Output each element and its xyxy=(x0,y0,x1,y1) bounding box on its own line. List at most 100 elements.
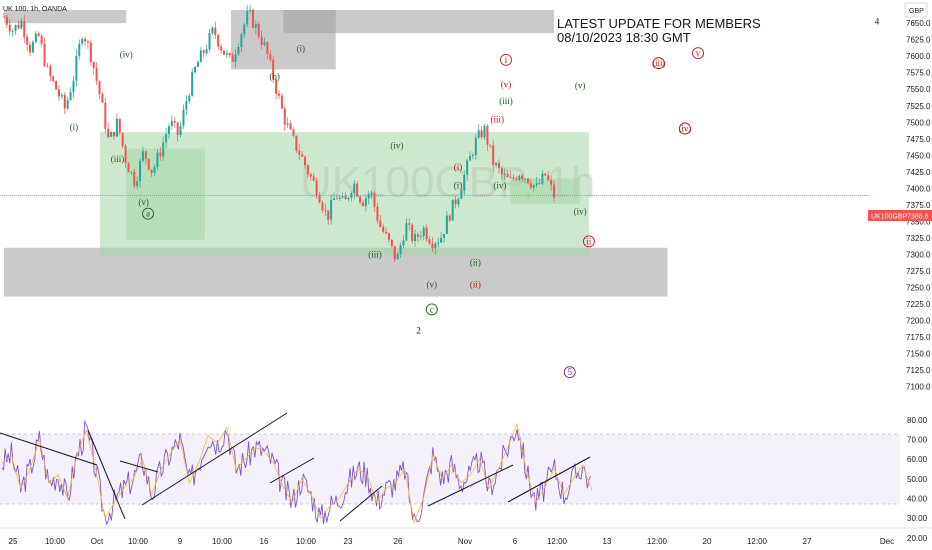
price-tick-label: 7375.0 xyxy=(906,201,931,210)
wave-circle xyxy=(500,53,512,66)
candle-body xyxy=(448,215,451,221)
candle-body xyxy=(69,92,72,101)
rsi-trendline-8 xyxy=(507,456,591,503)
zone-gray-0 xyxy=(4,10,127,24)
time-tick-label: Oct xyxy=(91,537,104,546)
candle-body xyxy=(194,67,197,73)
candle-body xyxy=(81,38,84,44)
currency-badge-box[interactable] xyxy=(904,2,928,18)
candle-body xyxy=(338,197,341,199)
candle-body xyxy=(454,199,457,205)
candle-body xyxy=(428,239,431,244)
candle-body xyxy=(37,33,40,36)
price-tick-label: 7100.0 xyxy=(906,382,931,391)
wave-count-label: (v) xyxy=(501,79,512,89)
rsi-ma-line xyxy=(1,422,593,524)
time-tick-label: 25 xyxy=(9,537,18,546)
price-tick-label: 7150.0 xyxy=(906,349,931,358)
candle-body xyxy=(500,168,503,175)
candle-body xyxy=(304,156,307,166)
wave-count-label: 2 xyxy=(416,326,421,336)
candle-body xyxy=(127,162,130,173)
wave-count-label: (v) xyxy=(138,197,149,207)
candle-body xyxy=(254,24,257,28)
price-tick-label: 7500.0 xyxy=(906,118,931,127)
wave-count-label: (iii) xyxy=(499,96,513,106)
rsi-trendline-7 xyxy=(427,464,514,507)
wave-count-label: v xyxy=(696,48,701,58)
wave-count-label: (iv) xyxy=(493,180,506,190)
candle-body xyxy=(469,155,472,161)
rsi-tick-label: 50.00 xyxy=(907,475,928,484)
candle-body xyxy=(20,21,23,29)
time-axis[interactable]: 25 10:00 Oct 10:00 9 10:00 16 10:00 23 26 Nov 6 12:0… xyxy=(9,537,895,546)
wave-count-label: ii xyxy=(586,236,592,246)
candle-body xyxy=(191,72,194,96)
price-tag-symbol: UK100GBP xyxy=(871,214,908,221)
currency-badge[interactable]: GBP xyxy=(909,8,924,15)
price-tick-label: 7275.0 xyxy=(906,267,931,276)
time-tick-label: 9 xyxy=(178,537,183,546)
wave-count-label: 5 xyxy=(567,367,572,377)
price-tick-label: 7300.0 xyxy=(906,250,931,259)
rsi-tick-label: 80.00 xyxy=(907,416,928,425)
candle-body xyxy=(263,42,266,45)
candle-body xyxy=(196,62,199,68)
candle-body xyxy=(167,126,170,135)
price-tick-label: 7525.0 xyxy=(906,102,931,111)
candle-body xyxy=(66,100,69,109)
price-tick-label: 7575.0 xyxy=(906,69,931,78)
wave-count-label: (iv) xyxy=(390,141,403,151)
candle-body xyxy=(298,150,301,155)
time-tick-label: Dec xyxy=(880,537,894,546)
candle-body xyxy=(266,42,269,55)
candle-body xyxy=(237,47,240,55)
candle-body xyxy=(327,210,330,220)
candle-body xyxy=(411,224,414,241)
candles-layer xyxy=(3,4,555,263)
candle-body xyxy=(40,35,43,44)
candle-body xyxy=(350,193,353,198)
wave-count-label: c xyxy=(430,304,434,314)
candle-body xyxy=(312,176,315,181)
rsi-axis[interactable]: 80.00 70.00 60.00 50.00 40.00 30.00 20.00 xyxy=(907,416,928,543)
candle-body xyxy=(541,173,544,184)
time-tick-label: 12:00 xyxy=(647,537,668,546)
candle-body xyxy=(17,24,20,29)
price-tick-label: 7450.0 xyxy=(906,151,931,160)
candle-body xyxy=(431,243,434,249)
rsi-tick-label: 40.00 xyxy=(907,495,928,504)
wave-count-label: (iii) xyxy=(652,58,666,68)
wave-count-label: i xyxy=(505,55,508,65)
candle-body xyxy=(280,95,283,109)
candle-body xyxy=(275,79,278,94)
candle-body xyxy=(170,121,173,127)
price-axis[interactable]: 7650.0 7625.0 7600.0 7575.0 7550.0 7525.0 7500… xyxy=(906,19,931,391)
symbol-info[interactable]: UK 100, 1h, OANDA xyxy=(3,6,67,13)
candle-body xyxy=(240,34,243,48)
wave-count-label: 4 xyxy=(875,17,880,27)
candle-body xyxy=(136,181,139,186)
announcement-line-1: LATEST UPDATE FOR MEMBERS xyxy=(557,16,761,31)
rsi-trendline-3 xyxy=(119,460,159,473)
candle-body xyxy=(405,223,408,241)
wave-count-label: (i) xyxy=(454,180,463,190)
price-tick-label: 7550.0 xyxy=(906,85,931,94)
wave-count-label: (iv) xyxy=(120,50,133,60)
candle-body xyxy=(141,151,144,161)
candle-body xyxy=(466,160,469,175)
candle-body xyxy=(222,50,225,55)
candle-body xyxy=(332,198,335,201)
candle-body xyxy=(416,234,419,237)
time-tick-label: 20 xyxy=(703,537,712,546)
candle-body xyxy=(144,151,147,159)
candle-body xyxy=(182,109,185,126)
candle-body xyxy=(124,145,127,163)
price-axis-bg[interactable] xyxy=(900,0,932,550)
zone-gray-2 xyxy=(283,10,554,34)
candle-body xyxy=(335,198,338,200)
candle-body xyxy=(220,46,223,51)
price-tag-value: 7388.8 xyxy=(907,214,929,221)
candle-body xyxy=(318,195,321,203)
candle-body xyxy=(518,175,521,180)
